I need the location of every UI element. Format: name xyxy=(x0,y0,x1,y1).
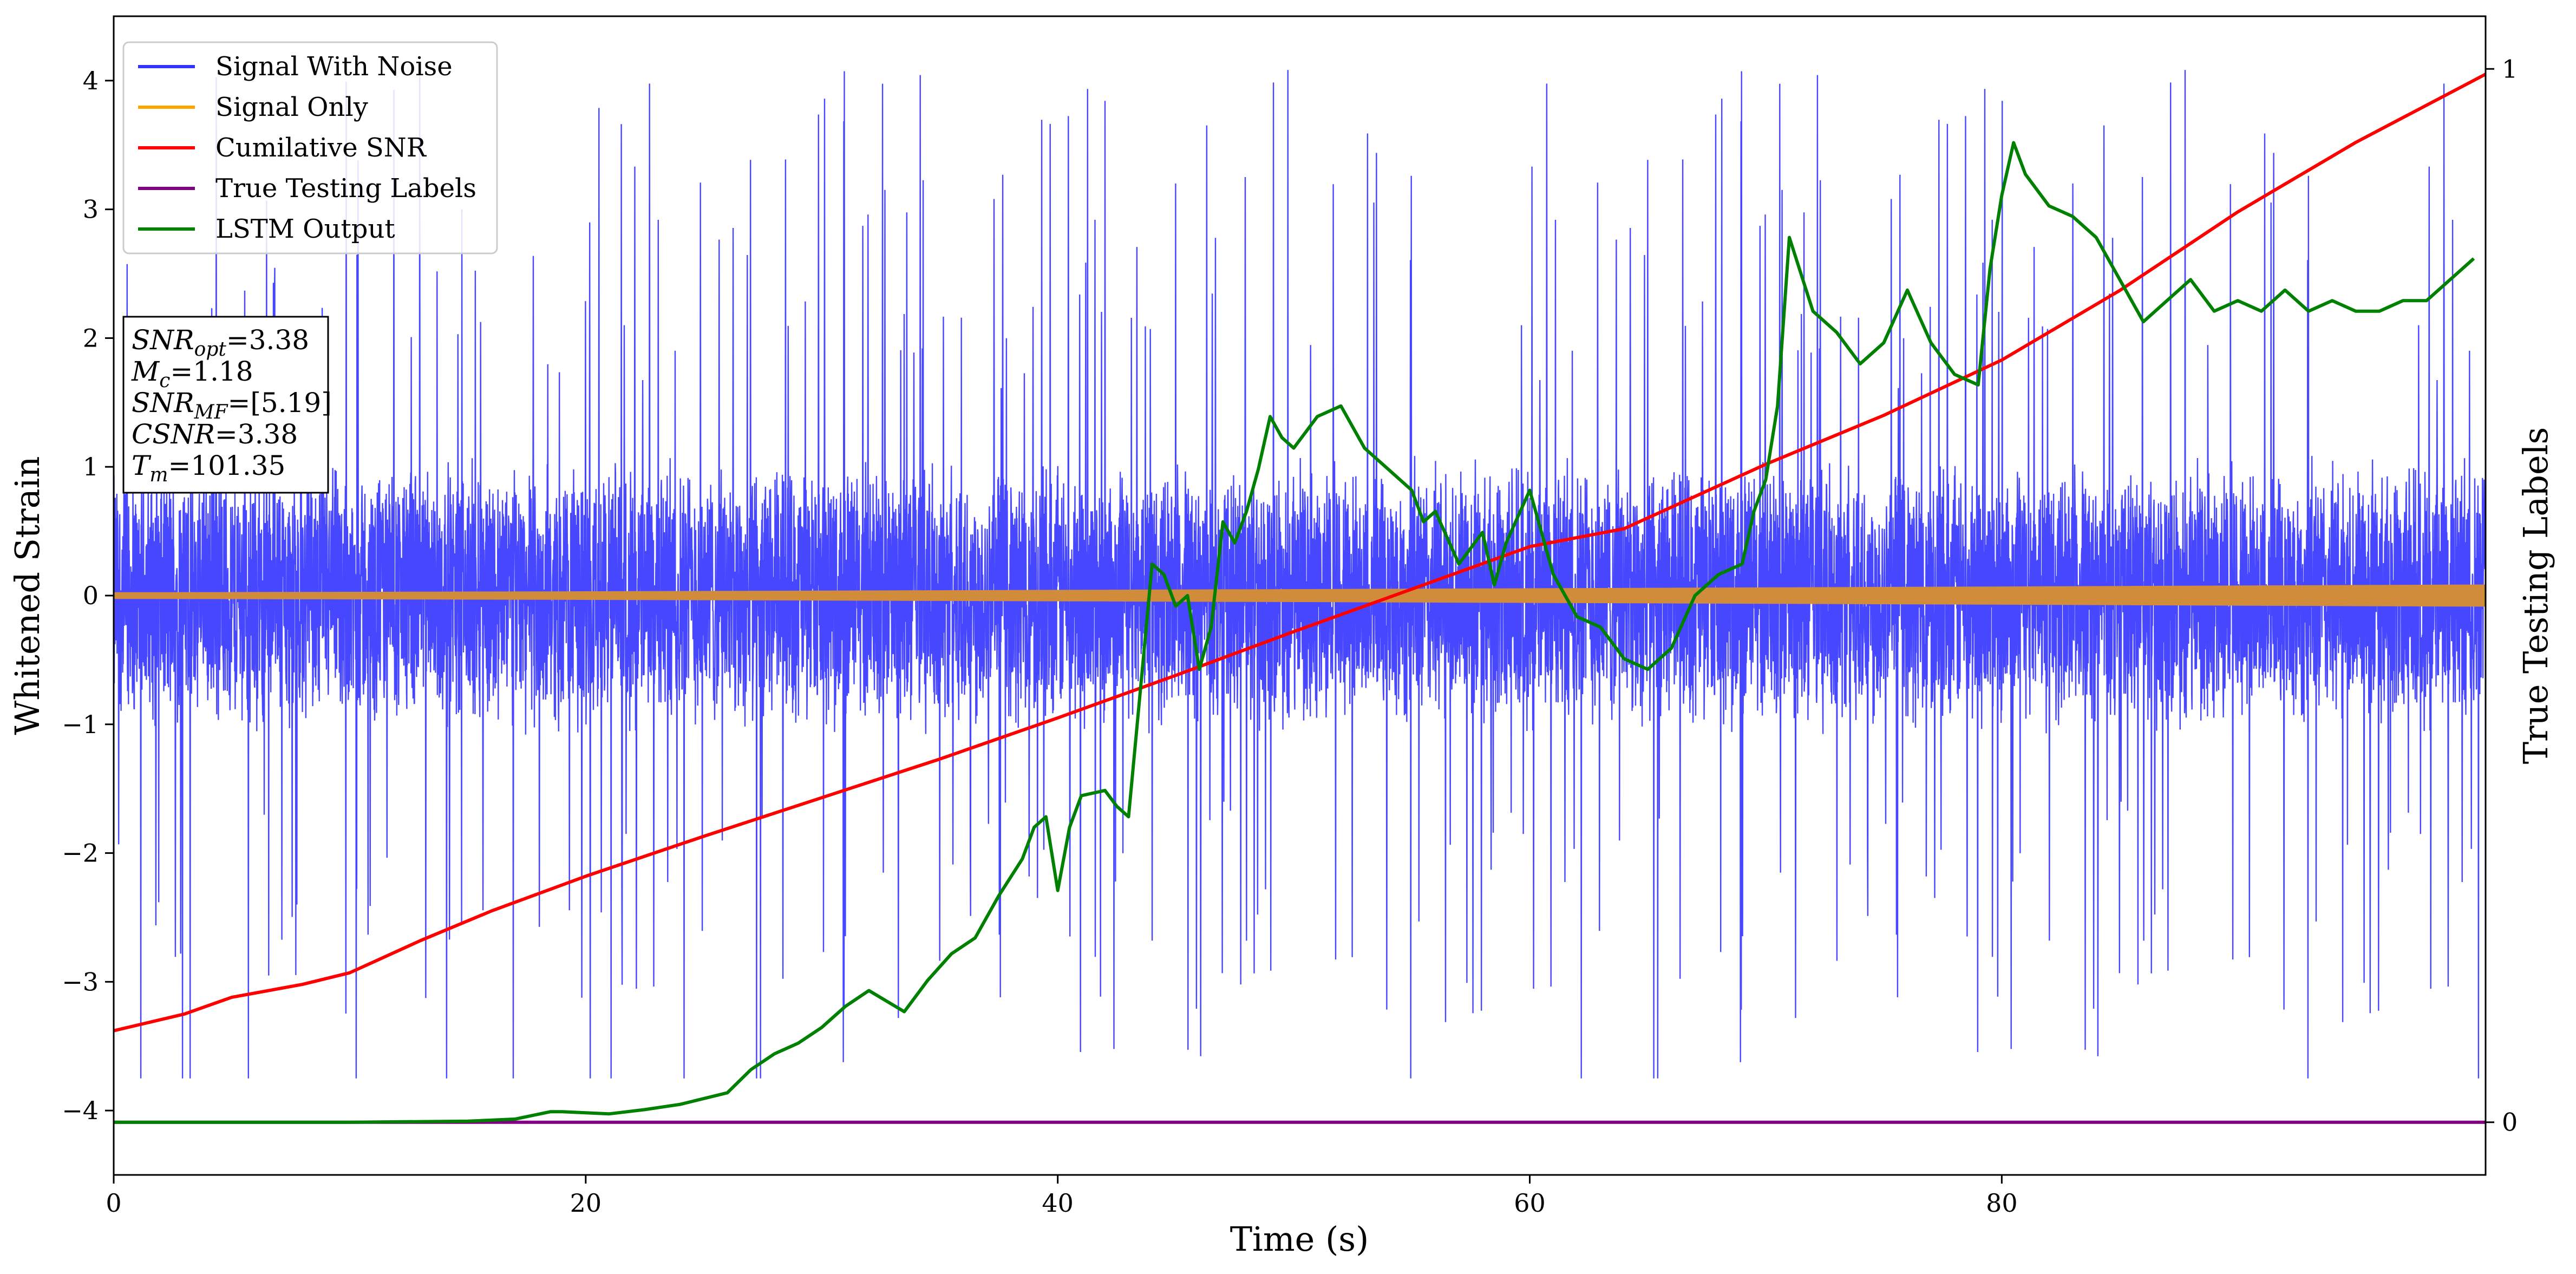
series-signal-only xyxy=(114,584,2486,607)
legend-label: True Testing Labels xyxy=(215,173,476,204)
x-axis: 0 20 40 60 80 xyxy=(106,1175,2018,1218)
y-tick-label: 4 xyxy=(83,66,99,95)
legend-label: Signal Only xyxy=(215,92,368,122)
y-axis-left: −4 −3 −2 −1 0 1 2 3 4 xyxy=(62,66,114,1125)
x-tick-label: 20 xyxy=(570,1188,602,1218)
annotation-line: CSNR=3.38 xyxy=(132,419,298,450)
x-axis-title: Time (s) xyxy=(1230,1219,1369,1259)
y-tick-label: −1 xyxy=(62,710,99,739)
lstm-output-line xyxy=(114,141,2475,1124)
y-tick-label: 2 xyxy=(83,323,99,352)
annotation-line: Mc=1.18 xyxy=(131,356,253,392)
legend-label: Cumilative SNR xyxy=(215,133,427,163)
annotation-lines: SNRopt=3.38Mc=1.18SNRMF=[5.19]CSNR=3.38T… xyxy=(131,324,332,486)
x-tick-label: 0 xyxy=(106,1188,121,1218)
signal-only-band xyxy=(114,584,2486,607)
y-tick-label: 1 xyxy=(83,452,99,481)
y-tick-label: −3 xyxy=(62,967,99,996)
y-right-tick-label: 1 xyxy=(2502,54,2518,83)
legend-label: Signal With Noise xyxy=(215,51,453,82)
annotation-box-frame xyxy=(122,316,329,494)
y-tick-label: 3 xyxy=(83,195,99,224)
series-lines xyxy=(114,73,2486,1124)
legend: Signal With Noise Signal Only Cumilative S… xyxy=(122,41,498,254)
x-tick-label: 60 xyxy=(1514,1188,1546,1218)
y-axis-title: Whitened Strain xyxy=(8,456,47,735)
x-tick-label: 40 xyxy=(1042,1188,1074,1218)
y-axis-right-title: True Testing Labels xyxy=(2516,427,2555,765)
y-tick-label: −2 xyxy=(62,839,99,868)
y-tick-label: −4 xyxy=(62,1096,99,1125)
plot-area xyxy=(114,69,2486,1124)
annotation-line: SNRopt=3.38 xyxy=(132,324,309,361)
series-signal-with-noise xyxy=(114,69,2486,1079)
y-tick-label: 0 xyxy=(83,581,99,610)
legend-items: Signal With Noise Signal Only Cumilative S… xyxy=(138,51,476,244)
signal-with-noise-line xyxy=(114,69,2486,1079)
legend-label: LSTM Output xyxy=(215,214,395,244)
cumulative-snr-line xyxy=(114,73,2486,1033)
y-right-tick-label: 0 xyxy=(2502,1108,2518,1137)
annotation-box: SNRopt=3.38Mc=1.18SNRMF=[5.19]CSNR=3.38T… xyxy=(122,316,332,494)
y-axis-right: 01 xyxy=(2486,54,2518,1137)
x-tick-label: 80 xyxy=(1986,1188,2018,1218)
legend-box xyxy=(122,41,498,254)
annotation-line: SNRMF=[5.19] xyxy=(132,387,332,423)
annotation-line: Tm=101.35 xyxy=(132,450,285,486)
